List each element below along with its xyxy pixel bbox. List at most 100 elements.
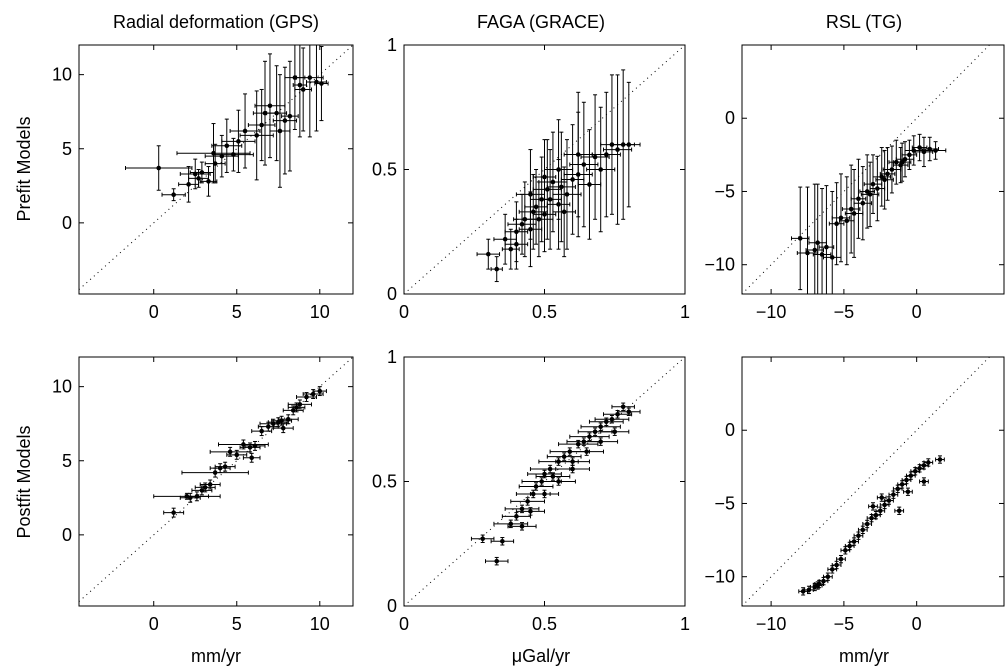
data-point [892,147,909,184]
data-marker [530,209,536,215]
data-point [875,149,894,210]
x-axis-label-gps: mm/yr [191,646,241,666]
data-marker [287,113,293,119]
column-title-gps: Radial deformation (GPS) [113,12,319,32]
data-marker [199,170,205,175]
data-point [287,402,306,413]
data-point [272,423,294,434]
data-point [281,60,299,172]
data-marker [171,510,176,515]
data-point [862,519,873,529]
data-point [924,141,947,160]
data-point [546,452,582,461]
data-point [552,139,582,250]
data-point [850,158,867,239]
data-point [271,415,293,426]
data-marker [879,495,885,500]
data-marker [550,179,556,185]
data-marker [266,424,271,429]
data-point [869,155,886,222]
data-point [844,169,864,258]
data-point [888,490,899,499]
data-point [214,461,236,472]
data-point [501,228,520,270]
x-tick-label: 0 [399,302,409,322]
data-point [812,581,823,590]
data-marker [921,479,927,484]
data-marker [550,474,556,479]
y-tick-label: 1 [387,347,397,367]
one-to-one-line [742,357,990,606]
axes-frame [741,356,1005,607]
data-point [853,531,864,540]
data-marker [297,402,303,407]
data-point [181,467,249,478]
data-marker [902,156,908,162]
data-marker [262,110,268,116]
data-marker [587,182,592,187]
data-marker [829,567,835,572]
data-point [591,91,621,218]
data-point [501,512,531,521]
data-point [860,161,880,228]
data-marker [612,429,618,435]
y-tick-label: 0 [725,420,735,440]
data-marker [171,192,176,197]
x-tick-label: 10 [310,614,330,634]
data-marker [615,411,620,417]
data-point [515,149,545,240]
y-tick-label: −10 [704,255,735,275]
x-tick-label: 0 [399,614,409,634]
data-marker [870,181,876,187]
data-point [594,415,630,424]
data-points [476,69,641,283]
x-tick-label: 5 [232,302,242,322]
data-point [836,554,846,564]
data-marker [494,558,500,564]
data-point [839,176,855,266]
data-marker [206,179,211,184]
data-marker [815,583,820,588]
data-marker [556,167,561,172]
data-marker [587,434,592,439]
y-tick-label: 5 [62,139,72,159]
data-marker [604,152,609,157]
data-point [538,131,568,233]
data-point [292,45,308,138]
data-marker [259,428,264,434]
data-point [919,477,929,486]
data-marker [882,502,887,508]
data-point [221,109,256,173]
data-point [603,74,633,225]
data-marker [877,508,883,514]
data-marker [277,128,283,134]
data-marker [604,419,609,425]
x-tick-label: 0 [912,302,922,322]
column-title-grace: FAGA (GRACE) [477,12,605,32]
data-point [476,238,501,270]
data-marker [581,162,587,167]
data-marker [249,455,255,461]
data-point [199,479,221,490]
data-point [493,519,529,529]
y-tick-label: 0 [62,213,72,233]
x-tick-label: −10 [756,614,787,634]
data-point [569,101,599,228]
data-marker [307,75,313,80]
data-point [841,164,861,254]
data-point [204,143,226,184]
data-marker [626,142,632,147]
data-point [229,93,261,169]
data-marker [556,479,561,484]
data-point [911,133,928,162]
data-marker [882,177,887,183]
data-marker [896,508,902,514]
y-tick-label: −5 [714,493,735,513]
data-marker [519,221,525,227]
data-point [818,576,829,586]
data-point [507,522,537,531]
data-marker [202,485,208,490]
data-marker [282,118,288,123]
row-label-postfit: Postfit Models [14,425,34,538]
